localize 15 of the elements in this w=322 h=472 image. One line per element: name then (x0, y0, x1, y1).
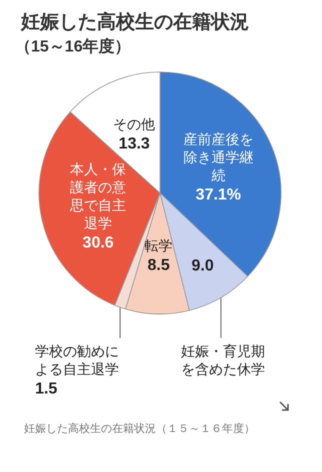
slice-label: 産前産後を除き通学継続 (183, 130, 254, 183)
slice-label: 妊娠・育児期を含めた休学 (180, 343, 265, 377)
data-label: 9.0 (192, 258, 214, 275)
chart-title: 妊娠した高校生の在籍状況 (20, 11, 249, 33)
text: 妊娠した高校生の在籍状況（１５～１６年度） (24, 421, 256, 437)
slice-label: その他 (113, 116, 156, 132)
data-label: 8.5 (147, 256, 170, 274)
slice-label: 学校の勧めによる自主退学 (35, 343, 120, 377)
slice-label: 本人・保護者の意思で自主退学 (69, 161, 126, 232)
data-label: 1.5 (35, 380, 58, 398)
data-label: 30.6 (82, 234, 114, 252)
slice-label: 転学 (144, 237, 173, 254)
data-label: 37.1% (196, 186, 242, 204)
data-label: 13.3 (118, 135, 150, 152)
chart-subtitle: （15～16年度） (15, 36, 131, 56)
